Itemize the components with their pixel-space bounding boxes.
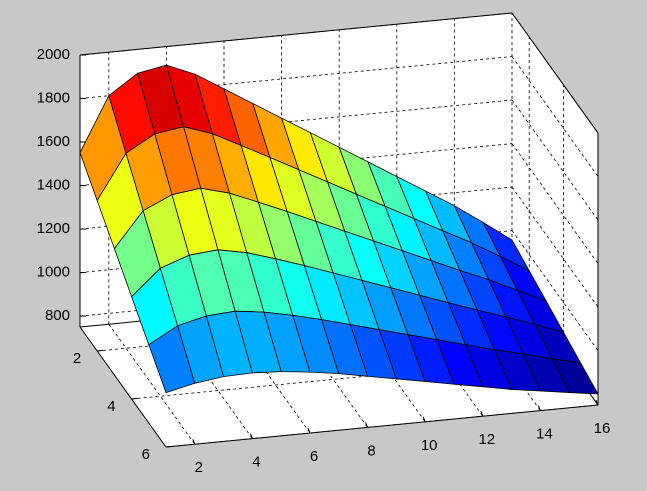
x-tick-label: 16 <box>594 420 611 437</box>
grid-line <box>108 323 196 445</box>
x-tick-label: 2 <box>195 459 203 476</box>
grid-line <box>511 143 599 264</box>
z-tick-label: 2000 <box>37 46 70 63</box>
tick-mark <box>165 445 173 448</box>
z-tick-label: 1200 <box>37 220 70 237</box>
x-tick-label: 8 <box>367 442 375 459</box>
tick-mark <box>249 433 253 439</box>
grid-line <box>511 56 599 177</box>
z-tick-label: 1800 <box>37 89 70 106</box>
x-tick-label: 12 <box>478 431 495 448</box>
tick-mark <box>480 411 484 417</box>
axis-box-edge <box>511 12 599 134</box>
axis-box-edge <box>165 404 599 448</box>
grid-line <box>511 186 599 308</box>
tick-mark <box>192 439 196 445</box>
y-tick-label: 2 <box>73 350 81 367</box>
x-tick-label: 6 <box>310 448 318 465</box>
z-tick-label: 800 <box>45 307 70 324</box>
tick-mark <box>307 427 311 434</box>
tick-mark <box>365 422 369 428</box>
tick-mark <box>537 405 541 411</box>
grid-line <box>511 230 599 351</box>
z-tick-label: 1000 <box>37 264 70 281</box>
axis-box-edge <box>79 326 167 448</box>
axis-box-edge <box>79 12 513 56</box>
tick-mark <box>131 397 138 400</box>
z-tick-label: 1400 <box>37 177 70 194</box>
surface-patch <box>551 358 599 395</box>
tick-mark <box>97 349 104 352</box>
z-tick-label: 1600 <box>37 133 70 150</box>
grid-line <box>511 99 599 221</box>
x-tick-label: 4 <box>252 454 260 471</box>
y-tick-label: 4 <box>107 398 115 415</box>
y-tick-label: 6 <box>142 446 150 463</box>
x-tick-label: 14 <box>536 426 553 443</box>
x-tick-label: 10 <box>421 437 438 454</box>
tick-mark <box>595 399 599 406</box>
tick-mark <box>422 416 426 422</box>
